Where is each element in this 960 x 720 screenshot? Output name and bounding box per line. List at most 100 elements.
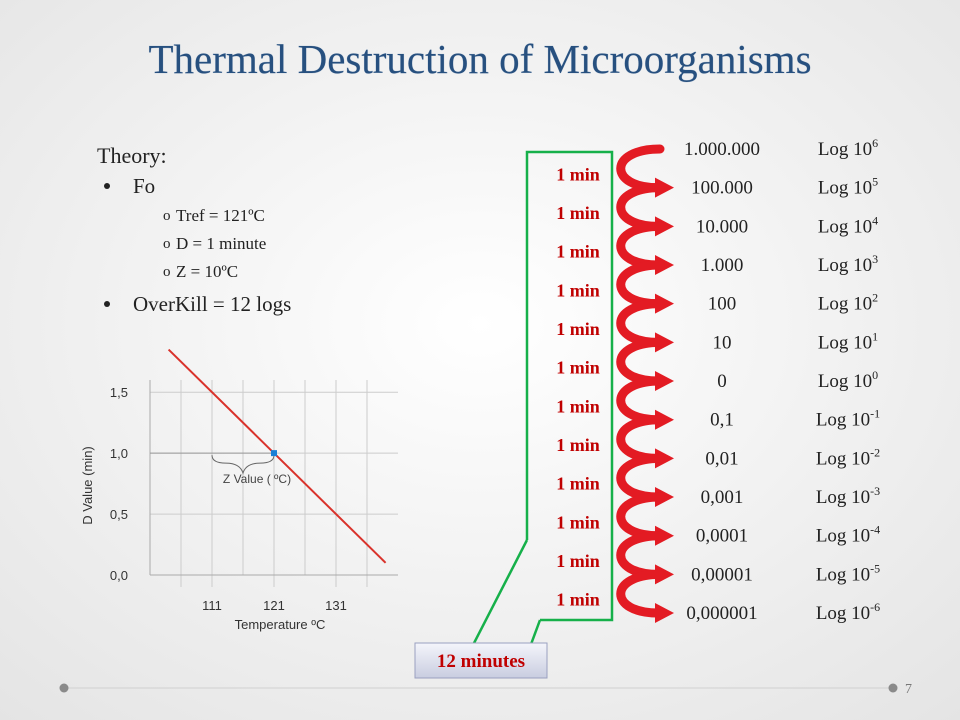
bracket-connector	[470, 539, 529, 648]
count: 0,001	[701, 487, 744, 508]
count: 0	[717, 371, 727, 392]
log-exponent: 2	[872, 291, 878, 305]
log-exponent: -4	[870, 523, 880, 537]
count: 0,1	[710, 410, 734, 431]
step-label: 1 min	[556, 164, 600, 184]
x-tick-label: 131	[325, 598, 347, 613]
log-base: Log 10	[818, 216, 872, 237]
step-label: 1 min	[556, 319, 600, 339]
log-base: Log 10	[818, 178, 872, 199]
log-exponent: 4	[872, 213, 878, 227]
count: 100	[708, 294, 737, 315]
log-base: Log 10	[818, 139, 872, 160]
log-value: Log 10-5	[816, 561, 880, 585]
y-tick-label: 0,0	[110, 568, 128, 583]
log-value: Log 10-2	[816, 445, 880, 469]
arrow-head	[655, 603, 674, 624]
step-label: 1 min	[556, 474, 600, 494]
step-label: 1 min	[556, 435, 600, 455]
step-label: 1 min	[556, 203, 600, 223]
log-base: Log 10	[816, 487, 870, 508]
footer-dot	[59, 683, 69, 693]
log-value: Log 105	[818, 175, 878, 199]
log-exponent: 1	[872, 329, 878, 343]
log-value: Log 10-1	[816, 407, 880, 431]
count: 1.000	[701, 255, 744, 276]
step-label: 1 min	[556, 242, 600, 262]
log-value: Log 106	[818, 136, 878, 160]
log-exponent: 6	[872, 136, 878, 150]
x-tick-label: 111	[202, 598, 222, 613]
sub-bullet: o	[163, 236, 171, 252]
log-base: Log 10	[816, 448, 870, 469]
log-value: Log 10-3	[816, 484, 880, 508]
log-value: Log 10-4	[816, 523, 880, 547]
count: 0,0001	[696, 526, 748, 547]
count: 10	[713, 332, 732, 353]
log-reduction: 1 min 1 min 1 min 1 min 1 min 1 min 1 min 1 min…	[414, 136, 880, 679]
log-exponent: 5	[872, 175, 878, 189]
count: 10.000	[696, 216, 748, 237]
log-exponent: -6	[870, 600, 880, 614]
log-base: Log 10	[818, 332, 872, 353]
log-value: Log 103	[818, 252, 878, 276]
bracket	[525, 150, 614, 622]
count: 0,00001	[691, 564, 753, 585]
log-value: Log 104	[818, 213, 878, 237]
step-label: 1 min	[556, 512, 600, 532]
sub-bullet: o	[163, 208, 171, 224]
brace	[211, 455, 275, 475]
sub-bullet: o	[163, 264, 171, 280]
y-tick-label: 1,5	[110, 385, 128, 400]
log-exponent: 3	[872, 252, 878, 266]
theory-item: OverKill = 12 logs	[133, 292, 291, 316]
theory-subitem: Tref = 121ºC	[176, 206, 265, 225]
d-value-line	[167, 348, 387, 564]
log-exponent: -3	[870, 484, 880, 498]
x-tick-label: 121	[263, 598, 285, 613]
log-exponent: 0	[872, 368, 878, 382]
log-base: Log 10	[818, 371, 872, 392]
x-axis-label: Temperature ºC	[235, 617, 326, 632]
y-tick-label: 1,0	[110, 446, 128, 461]
step-label: 1 min	[556, 280, 600, 300]
step-arrow	[616, 569, 665, 618]
log-exponent: -5	[870, 561, 880, 575]
log-value: Log 101	[818, 329, 878, 353]
annotation: Z Value ( ºC)	[223, 472, 291, 486]
step-label: 1 min	[556, 396, 600, 416]
marker-point	[271, 450, 277, 457]
page-number: 7	[905, 682, 912, 697]
count: 0,01	[705, 448, 738, 469]
step-label: 1 min	[556, 358, 600, 378]
log-exponent: -2	[870, 445, 880, 459]
theory-heading: Theory:	[97, 143, 167, 168]
bullet	[104, 301, 110, 307]
theory-subitem: Z = 10ºC	[176, 262, 238, 281]
log-base: Log 10	[816, 410, 870, 431]
theory-item: Fo	[133, 174, 155, 198]
d-value-chart: 0,0 0,5 1,0 1,5 111 121 131 Temperature ºC D Val…	[80, 348, 398, 632]
log-base: Log 10	[818, 255, 872, 276]
theory-subitem: D = 1 minute	[176, 234, 266, 253]
slide-title: Thermal Destruction of Microorganisms	[148, 36, 811, 82]
total: 12 minutes	[437, 651, 525, 672]
log-exponent: -1	[870, 407, 880, 421]
step-label: 1 min	[556, 590, 600, 610]
y-axis-label: D Value (min)	[80, 446, 95, 525]
log-base: Log 10	[816, 564, 870, 585]
log-value: Log 10-6	[816, 600, 880, 624]
footer-dot	[888, 683, 898, 693]
count: 1.000.000	[684, 139, 760, 160]
y-tick-label: 0,5	[110, 507, 128, 522]
log-base: Log 10	[818, 294, 872, 315]
count: 100.000	[691, 178, 753, 199]
log-value: Log 102	[818, 291, 878, 315]
total-box	[414, 642, 548, 679]
log-base: Log 10	[816, 526, 870, 547]
log-base: Log 10	[816, 603, 870, 624]
bullet	[104, 183, 110, 189]
